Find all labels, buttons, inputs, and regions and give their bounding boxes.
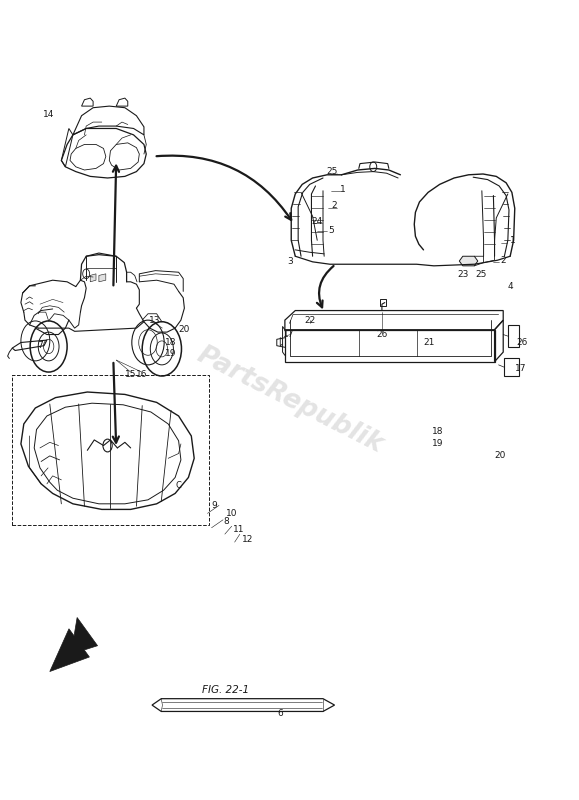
Text: 20: 20 [179,326,190,334]
Text: 6: 6 [277,709,283,718]
Text: 7: 7 [37,341,43,350]
Polygon shape [459,256,478,266]
Text: PartsRepublik: PartsRepublik [192,342,387,458]
Text: 17: 17 [515,363,526,373]
Bar [12,375,208,526]
Text: 17: 17 [283,330,294,339]
Text: FIG. 22-1: FIG. 22-1 [203,685,250,695]
Text: 2: 2 [331,202,337,210]
Text: 10: 10 [226,509,237,518]
Text: 26: 26 [516,338,528,347]
Text: 20: 20 [494,451,506,461]
Text: 21: 21 [424,338,435,347]
Text: 19: 19 [432,439,444,449]
Text: 5: 5 [328,226,334,235]
Text: 8: 8 [223,517,229,526]
Text: 25: 25 [475,270,487,279]
Text: 14: 14 [43,110,54,118]
Text: 11: 11 [233,525,244,534]
Text: 1: 1 [510,236,515,245]
Text: 16: 16 [136,370,148,379]
Text: 22: 22 [304,316,316,325]
Text: 19: 19 [166,349,177,358]
Polygon shape [50,618,97,671]
Text: 15: 15 [125,370,137,379]
Bar [504,358,519,376]
Text: 1: 1 [340,185,346,194]
Text: 18: 18 [166,338,177,347]
Bar [380,299,386,306]
Text: 4: 4 [507,282,513,291]
Text: 25: 25 [327,167,338,176]
Bar [508,325,519,347]
Text: 26: 26 [376,330,387,339]
Text: 2: 2 [500,256,506,265]
Text: 3: 3 [288,258,294,266]
Polygon shape [90,274,96,282]
Text: 13: 13 [149,316,160,325]
Text: 12: 12 [241,535,253,544]
Text: C: C [175,481,182,490]
Text: 23: 23 [457,270,468,279]
Polygon shape [99,274,106,282]
Text: 9: 9 [211,501,217,510]
Text: 24: 24 [311,217,323,226]
Text: 18: 18 [432,427,444,437]
